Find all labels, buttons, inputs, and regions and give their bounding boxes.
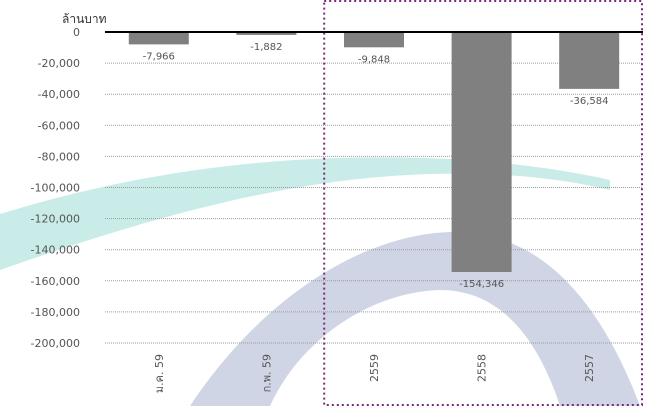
- highlight-box-outline: [323, 0, 643, 406]
- x-category-label: ก.พ. 59: [260, 354, 273, 392]
- bar: [128, 32, 189, 45]
- x-axis-category-labels: ม.ค. 59 ก.พ. 59 2559 2558 2557: [153, 354, 596, 393]
- data-label: -154,346: [459, 279, 504, 290]
- highlight-box: [323, 0, 643, 406]
- watermark-teal-swoosh: [0, 157, 610, 270]
- watermark-navy-arc: [190, 231, 640, 406]
- y-tick-label: -40,000: [38, 88, 80, 101]
- y-tick-label: -200,000: [31, 337, 80, 350]
- y-tick-label: -120,000: [31, 213, 80, 226]
- y-tick-label: -100,000: [31, 182, 80, 195]
- y-tick-label: -180,000: [31, 306, 80, 319]
- bars: [128, 32, 620, 273]
- watermark-logo: [0, 157, 640, 406]
- data-label: -9,848: [358, 54, 390, 65]
- y-axis-tick-labels: 0 -20,000 -40,000 -60,000 -80,000 -100,000 -12…: [31, 26, 80, 350]
- gridlines: [105, 62, 643, 344]
- y-tick-label: -60,000: [38, 119, 80, 132]
- data-label: -7,966: [143, 51, 175, 62]
- bar: [236, 32, 297, 35]
- x-category-label: 2558: [476, 354, 489, 382]
- bar: [451, 32, 512, 273]
- data-label: -36,584: [570, 96, 609, 107]
- x-category-label: ม.ค. 59: [153, 354, 166, 393]
- y-tick-label: -20,000: [38, 57, 80, 70]
- x-category-label: 2557: [583, 354, 596, 382]
- data-label: -1,882: [250, 42, 282, 53]
- bar: [344, 32, 404, 48]
- y-tick-label: -80,000: [38, 150, 80, 163]
- x-category-label: 2559: [368, 354, 381, 382]
- unit-label: ล้านบาท: [62, 12, 107, 26]
- y-tick-label: -140,000: [31, 244, 80, 257]
- bar: [559, 32, 620, 89]
- data-labels: -7,966 -1,882 -9,848 -154,346 -36,584: [143, 42, 609, 290]
- y-tick-label: 0: [73, 26, 80, 39]
- y-tick-label: -160,000: [31, 275, 80, 288]
